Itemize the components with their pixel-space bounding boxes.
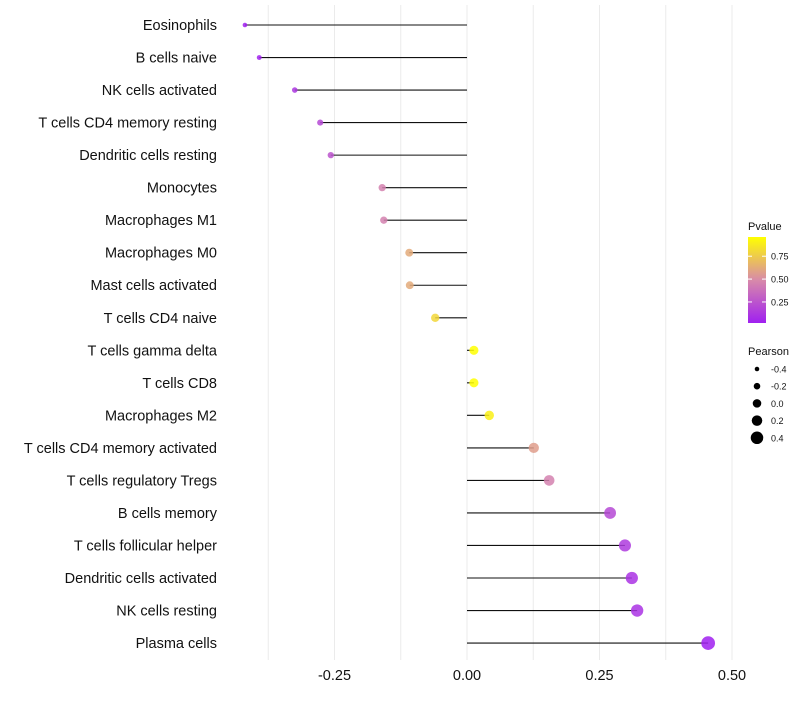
x-tick-label: 0.25 <box>585 668 613 684</box>
data-point <box>291 87 298 93</box>
category-label: NK cells activated <box>102 83 217 99</box>
data-point <box>405 281 414 290</box>
category-label: Macrophages M1 <box>105 213 217 229</box>
x-tick-label: 0.50 <box>718 668 746 684</box>
color-tick-label: 0.75 <box>771 252 789 262</box>
size-label: -0.2 <box>771 382 787 392</box>
category-label: T cells CD4 memory activated <box>24 441 217 457</box>
category-label: B cells naive <box>136 51 217 67</box>
category-label: Monocytes <box>147 181 217 197</box>
size-key <box>751 415 763 426</box>
data-point <box>327 151 334 159</box>
category-label: T cells follicular helper <box>74 538 217 554</box>
x-axis-labels: -0.25 0.00 0.25 0.50 <box>318 668 746 684</box>
data-point <box>543 475 555 486</box>
data-point <box>630 604 644 617</box>
data-point <box>701 636 716 650</box>
data-point <box>528 442 539 454</box>
size-label: 0.4 <box>771 433 784 443</box>
category-label: T cells CD4 naive <box>104 311 217 327</box>
size-legend-title: Pearson <box>748 346 789 358</box>
data-point <box>242 22 248 28</box>
data-point <box>604 507 617 519</box>
color-bar <box>748 237 766 323</box>
data-point <box>380 216 388 224</box>
y-axis-labels: Eosinophils B cells naive NK cells activat… <box>24 18 218 652</box>
data-point <box>256 55 262 60</box>
color-tick-label: 0.50 <box>771 275 789 285</box>
category-label: Dendritic cells activated <box>65 571 217 587</box>
stems <box>244 24 709 644</box>
category-label: Macrophages M2 <box>105 408 217 424</box>
x-tick-label: 0.00 <box>453 668 481 684</box>
size-key <box>753 382 761 390</box>
dots <box>242 22 716 650</box>
category-label: Eosinophils <box>143 18 217 34</box>
category-label: T cells CD8 <box>142 376 217 392</box>
data-point <box>317 119 324 126</box>
category-label: B cells memory <box>118 506 218 522</box>
category-label: T cells regulatory Tregs <box>67 473 217 489</box>
x-tick-label: -0.25 <box>318 668 351 684</box>
data-point <box>625 571 638 585</box>
grid-lines <box>267 5 733 660</box>
category-label: Dendritic cells resting <box>79 148 217 164</box>
color-legend-title: Pvalue <box>748 221 782 233</box>
category-label: Macrophages M0 <box>105 246 217 262</box>
data-point <box>484 410 494 421</box>
size-label: -0.4 <box>771 365 787 375</box>
category-label: Plasma cells <box>136 636 217 652</box>
data-point <box>469 378 479 388</box>
size-label: 0.2 <box>771 416 784 426</box>
data-point <box>431 313 440 322</box>
size-key <box>754 366 760 372</box>
category-label: Mast cells activated <box>90 278 217 294</box>
legend: Pvalue 0.25 0.50 0.75 Pearson -0.4 -0.2 0.0 0.2 0… <box>748 221 789 445</box>
size-label: 0.0 <box>771 399 784 409</box>
size-key <box>750 431 764 445</box>
size-key <box>752 399 762 408</box>
category-label: T cells CD4 memory resting <box>38 116 217 132</box>
data-point <box>405 248 414 257</box>
data-point <box>469 345 479 355</box>
category-label: NK cells resting <box>116 604 217 620</box>
color-tick-label: 0.25 <box>771 297 789 307</box>
category-label: T cells gamma delta <box>88 343 218 359</box>
data-point <box>378 183 386 192</box>
data-point <box>618 539 631 552</box>
